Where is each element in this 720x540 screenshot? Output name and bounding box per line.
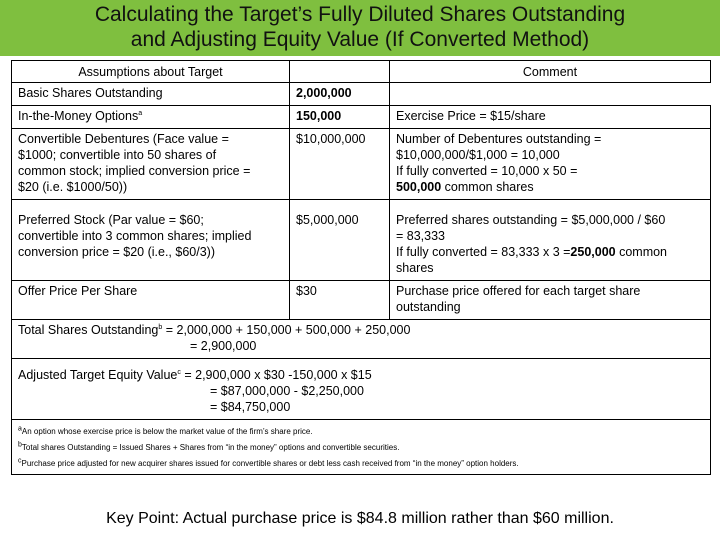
adjusted-equity-block: Adjusted Target Equity Valuec = 2,900,00…	[11, 358, 711, 420]
row-value: $10,000,000	[289, 128, 390, 200]
row-label: Basic Shares Outstanding	[11, 82, 290, 106]
table-row: Basic Shares Outstanding 2,000,000	[11, 82, 711, 106]
title-line-2: and Adjusting Equity Value (If Converted…	[130, 28, 590, 51]
row-label: Convertible Debentures (Face value = $10…	[11, 128, 290, 200]
table-row: In-the-Money Optionsa 150,000 Exercise P…	[11, 105, 711, 129]
footnotes: aAn option whose exercise price is below…	[11, 419, 711, 475]
table-row: Preferred Stock (Par value = $60; conver…	[11, 199, 711, 281]
key-point: Key Point: Actual purchase price is $84.…	[106, 510, 614, 527]
title-line-1: Calculating the Target’s Fully Diluted S…	[94, 3, 626, 26]
page-title: Calculating the Target’s Fully Diluted S…	[0, 2, 720, 52]
row-comment: Exercise Price = $15/share	[389, 105, 711, 129]
table-row: Offer Price Per Share $30 Purchase price…	[11, 280, 711, 320]
footnote-c: cPurchase price adjusted for new acquire…	[18, 457, 519, 468]
header-blank	[289, 60, 390, 83]
title-bar	[0, 0, 720, 56]
row-comment: Number of Debentures outstanding = $10,0…	[389, 128, 711, 200]
footnote-a: aAn option whose exercise price is below…	[18, 425, 313, 436]
header-comment: Comment	[389, 60, 711, 83]
header-assumptions: Assumptions about Target	[11, 60, 290, 83]
row-value: $5,000,000	[289, 199, 390, 281]
row-label: In-the-Money Optionsa	[11, 105, 290, 129]
row-value: $30	[289, 280, 390, 320]
row-comment	[389, 82, 711, 106]
row-comment: Purchase price offered for each target s…	[389, 280, 711, 320]
adjusted-row: Adjusted Target Equity Valuec = 2,900,00…	[11, 358, 711, 420]
table-header-row: Assumptions about Target Comment	[11, 60, 711, 83]
row-label: Offer Price Per Share	[11, 280, 290, 320]
assumptions-table: Assumptions about Target Comment Basic S…	[11, 60, 711, 475]
total-shares-block: Total Shares Outstandingb = 2,000,000 + …	[11, 319, 711, 359]
totals-row: Total Shares Outstandingb = 2,000,000 + …	[11, 319, 711, 359]
row-value: 150,000	[289, 105, 390, 129]
footnotes-row: aAn option whose exercise price is below…	[11, 419, 711, 475]
row-comment: Preferred shares outstanding = $5,000,00…	[389, 199, 711, 281]
row-label: Preferred Stock (Par value = $60; conver…	[11, 199, 290, 281]
footnote-b: bTotal shares Outstanding = Issued Share…	[18, 441, 400, 452]
row-value: 2,000,000	[289, 82, 390, 106]
table-row: Convertible Debentures (Face value = $10…	[11, 128, 711, 200]
